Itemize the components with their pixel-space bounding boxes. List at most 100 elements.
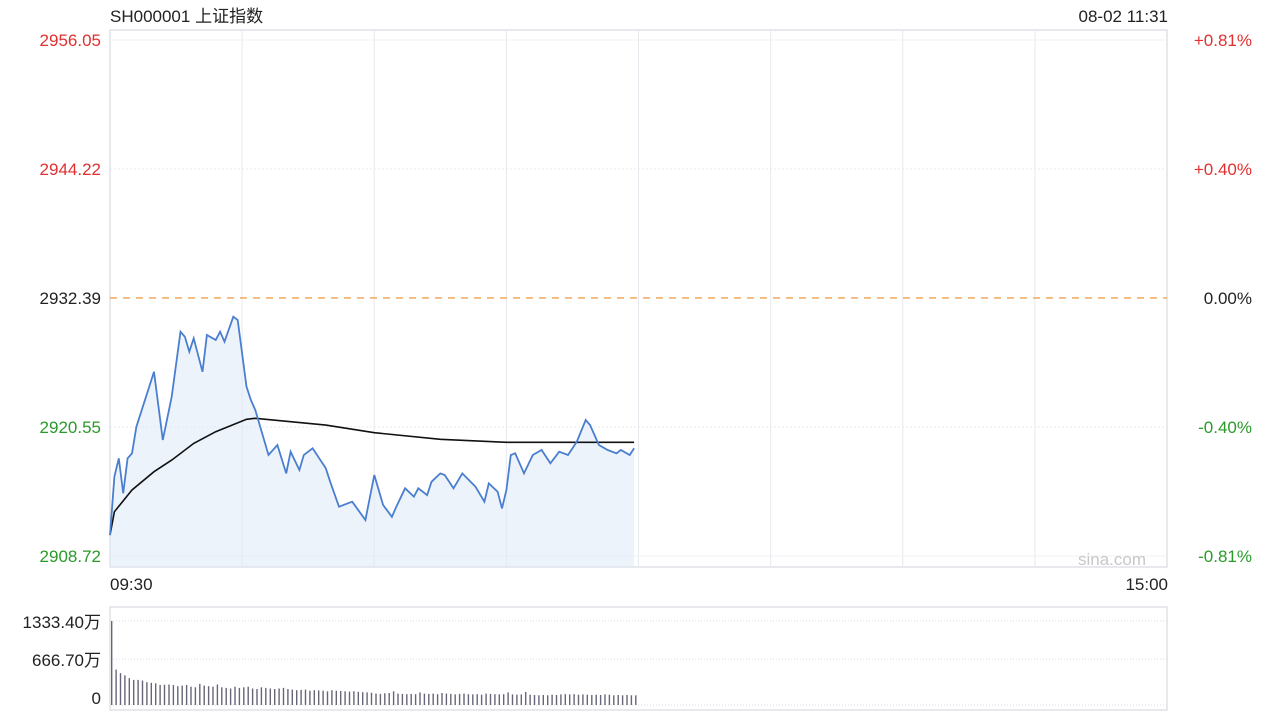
average-price-line xyxy=(109,417,635,536)
y-tick-label-right: +0.40% xyxy=(1194,160,1252,179)
volume-bar xyxy=(234,686,236,705)
volume-bar xyxy=(115,669,117,705)
volume-bar xyxy=(604,694,606,705)
y-tick-label-right: -0.40% xyxy=(1198,418,1252,437)
volume-bar xyxy=(155,683,157,705)
volume-bar xyxy=(397,693,399,705)
volume-tick-label: 0 xyxy=(92,689,101,708)
volume-bar xyxy=(613,695,615,705)
volume-bar xyxy=(225,687,227,705)
volume-bar xyxy=(533,695,536,705)
y-tick-label-left: 2932.39 xyxy=(40,289,101,308)
watermark: sina.com xyxy=(1078,550,1146,569)
volume-bar xyxy=(503,694,505,705)
volume-bar xyxy=(507,692,509,705)
y-tick-label-right: 0.00% xyxy=(1204,289,1252,308)
price-line xyxy=(109,315,635,536)
volume-bar xyxy=(296,690,298,705)
volume-bar xyxy=(265,687,267,705)
volume-bar xyxy=(516,694,518,705)
volume-bar xyxy=(463,693,465,705)
volume-bar xyxy=(573,694,575,705)
volume-bar xyxy=(181,685,183,705)
volume-bar xyxy=(177,686,179,705)
volume-bar xyxy=(599,695,602,705)
volume-bar xyxy=(577,694,580,705)
volume-bar xyxy=(511,694,514,705)
volume-bar xyxy=(111,621,113,705)
volume-bar xyxy=(586,694,588,705)
chart-title: SH000001 上证指数 xyxy=(110,7,263,26)
volume-bar xyxy=(423,693,426,705)
volume-bar xyxy=(353,691,355,705)
volume-bar xyxy=(388,693,390,705)
volume-bar xyxy=(538,695,540,705)
volume-bar xyxy=(322,690,324,705)
volume-bar xyxy=(150,682,152,705)
volume-bar xyxy=(344,691,346,705)
volume-bar xyxy=(291,689,293,705)
volume-bar xyxy=(379,693,382,705)
y-tick-label-left: 2908.72 xyxy=(40,547,101,566)
volume-bar xyxy=(199,683,201,705)
y-tick-label-left: 2920.55 xyxy=(40,418,101,437)
volume-bar xyxy=(313,690,315,705)
volume-bar xyxy=(260,687,263,705)
volume-bar xyxy=(458,693,461,705)
volume-bar xyxy=(485,693,487,705)
volume-bar xyxy=(207,686,210,705)
volume-bar xyxy=(190,686,192,705)
volume-bar xyxy=(414,694,417,705)
volume-bar xyxy=(168,684,170,705)
volume-tick-label: 666.70万 xyxy=(32,651,101,670)
volume-bar xyxy=(401,693,404,705)
volume-bar xyxy=(274,689,276,705)
volume-bar xyxy=(216,684,219,705)
volume-bar xyxy=(564,694,566,705)
volume-bar xyxy=(542,695,544,705)
volume-bar xyxy=(419,692,421,705)
volume-bar xyxy=(229,688,232,705)
volume-bar xyxy=(621,695,624,705)
volume-bar xyxy=(300,689,302,705)
volume-bar xyxy=(591,695,593,705)
volume-bar xyxy=(547,695,549,705)
y-tick-label-left: 2956.05 xyxy=(40,31,101,50)
volume-bar xyxy=(348,691,351,705)
volume-bar xyxy=(366,692,368,705)
timestamp: 08-02 11:31 xyxy=(1079,7,1168,26)
x-tick-label: 15:00 xyxy=(1125,575,1168,594)
volume-bar xyxy=(630,695,633,705)
volume-bar xyxy=(256,689,258,705)
volume-bar xyxy=(340,691,342,705)
volume-bar xyxy=(247,686,249,705)
volume-bar xyxy=(498,694,500,705)
volume-bar xyxy=(560,694,562,705)
y-tick-label-left: 2944.22 xyxy=(40,160,101,179)
volume-bar xyxy=(480,694,483,705)
volume-bar xyxy=(454,694,456,705)
volume-bar xyxy=(406,694,408,705)
volume-bar xyxy=(146,682,148,705)
volume-bar xyxy=(608,694,611,705)
volume-bar xyxy=(472,694,474,705)
volume-bar xyxy=(569,694,571,705)
volume-bar xyxy=(141,680,144,705)
volume-bar xyxy=(635,695,637,705)
volume-bar xyxy=(410,693,412,705)
volume-bar xyxy=(318,690,320,705)
volume-bar xyxy=(551,694,553,705)
volume-bar xyxy=(238,687,241,705)
volume-bar xyxy=(555,695,558,705)
volume-bar xyxy=(203,685,205,705)
volume-bars xyxy=(109,606,1168,711)
volume-bar xyxy=(370,692,373,705)
volume-bar xyxy=(476,694,478,705)
volume-bar xyxy=(185,685,188,705)
volume-bar xyxy=(269,688,271,705)
volume-bar xyxy=(520,694,522,705)
volume-bar xyxy=(362,692,364,705)
volume-bar xyxy=(626,695,628,705)
volume-bar xyxy=(282,687,285,705)
